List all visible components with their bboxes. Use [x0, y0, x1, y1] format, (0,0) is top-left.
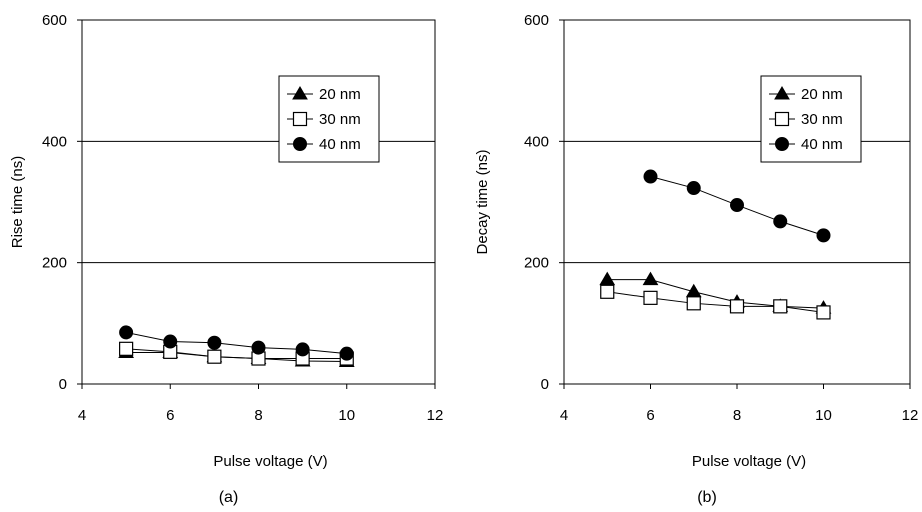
data-point	[773, 299, 788, 314]
series-line	[607, 279, 824, 309]
data-point	[686, 296, 701, 311]
data-point	[773, 214, 788, 229]
data-point	[339, 346, 354, 361]
data-point	[251, 340, 266, 355]
series-20-nm	[118, 344, 355, 368]
x-tick-label: 8	[733, 407, 741, 424]
legend-label: 20 nm	[319, 86, 361, 103]
data-point	[816, 228, 831, 243]
y-tick-label: 200	[42, 255, 67, 272]
data-point	[207, 349, 222, 364]
legend-marker	[292, 86, 308, 100]
data-point	[643, 169, 658, 184]
x-tick-label: 4	[78, 407, 86, 424]
plot-area	[81, 19, 436, 385]
legend: 20 nm 30 nm 40 nm	[278, 75, 380, 163]
series-30-nm	[119, 341, 354, 366]
data-point	[163, 334, 178, 349]
legend: 20 nm 30 nm 40 nm	[760, 75, 862, 163]
x-tick-label: 10	[815, 407, 832, 424]
data-point	[599, 271, 616, 286]
data-point	[686, 181, 701, 196]
data-point	[729, 299, 745, 314]
x-axis-title: Pulse voltage (V)	[692, 453, 806, 470]
chart-panel-b: 0 200 400 600 4 6 8 10 12 Pulse voltage (V) Decay …	[474, 12, 918, 506]
data-point	[730, 198, 744, 213]
y-tick-label: 600	[524, 12, 549, 29]
x-tick-label: 6	[166, 407, 174, 424]
y-tick-label: 0	[59, 376, 67, 393]
y-tick-label: 200	[524, 255, 549, 272]
x-tick-label: 4	[560, 407, 568, 424]
legend-label: 40 nm	[801, 136, 843, 153]
legend-label: 30 nm	[801, 111, 843, 128]
y-tick-label: 600	[42, 12, 67, 29]
panel-label: (b)	[697, 489, 717, 506]
data-point	[600, 284, 615, 299]
legend-label: 30 nm	[319, 111, 361, 128]
legend-marker	[774, 86, 790, 100]
chart-panel-a: 0 200 400 600 4 6 8 10 12 Pulse voltage (V) Rise t…	[9, 12, 443, 506]
series-line	[607, 291, 824, 313]
data-point	[119, 325, 134, 340]
panel-label: (a)	[219, 489, 239, 506]
data-point	[295, 342, 310, 357]
series-30-nm	[600, 284, 831, 320]
x-axis-title: Pulse voltage (V)	[213, 453, 327, 470]
data-point	[816, 305, 831, 320]
series-20-nm	[599, 271, 832, 314]
x-tick-label: 8	[254, 407, 262, 424]
legend-marker	[292, 111, 308, 127]
data-point	[207, 335, 222, 350]
y-tick-label: 400	[42, 133, 67, 150]
legend-label: 40 nm	[319, 136, 361, 153]
x-tick-label: 10	[338, 407, 355, 424]
legend-marker	[774, 111, 790, 127]
y-axis-title: Rise time (ns)	[9, 156, 26, 249]
series-line	[126, 331, 347, 355]
y-axis-title: Decay time (ns)	[474, 149, 491, 254]
series-line	[126, 351, 347, 363]
legend-marker	[775, 137, 789, 151]
series-40-nm	[643, 169, 831, 243]
x-tick-label: 12	[902, 407, 919, 424]
legend-label: 20 nm	[801, 86, 843, 103]
y-tick-label: 0	[541, 376, 549, 393]
x-tick-label: 6	[646, 407, 654, 424]
data-point	[643, 290, 658, 305]
x-tick-label: 12	[427, 407, 444, 424]
data-point	[119, 341, 134, 356]
series-line	[126, 348, 347, 360]
legend-marker	[293, 137, 307, 151]
series-40-nm	[119, 325, 354, 361]
y-tick-label: 400	[524, 133, 549, 150]
data-point	[642, 271, 659, 286]
